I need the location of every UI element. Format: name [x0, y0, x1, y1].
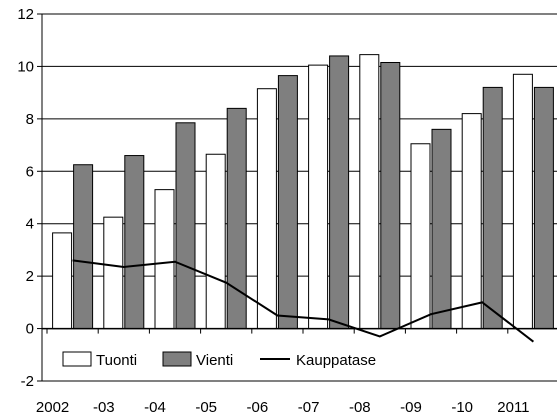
- bar-tuonti-0: [52, 232, 73, 330]
- axes: [37, 13, 557, 382]
- x-tick-label: -10: [451, 399, 473, 416]
- bar-vienti-3: [226, 107, 247, 330]
- y-tick-label: 8: [26, 111, 34, 128]
- bar-vienti-9: [533, 86, 554, 330]
- bar-vienti-5: [329, 55, 350, 330]
- bar-tuonti-5: [308, 64, 329, 330]
- legend: Tuonti Vienti Kauppatase: [62, 351, 376, 369]
- x-tick-label: 2002: [36, 399, 69, 416]
- bar-vienti-7: [431, 128, 452, 330]
- x-tick-label: -03: [93, 399, 115, 416]
- bar-vienti-0: [73, 164, 94, 330]
- bar-vienti-8: [482, 86, 503, 330]
- y-tick-label: 2: [26, 268, 34, 285]
- y-tick-label: 10: [17, 58, 34, 75]
- bar-tuonti-8: [461, 113, 482, 330]
- bars: [52, 54, 554, 330]
- bar-tuonti-4: [256, 88, 277, 330]
- bar-tuonti-7: [410, 143, 431, 330]
- y-tick-label: 0: [26, 321, 34, 338]
- x-tick-label: -09: [400, 399, 422, 416]
- bar-vienti-1: [124, 155, 145, 330]
- bar-vienti-2: [175, 122, 196, 330]
- y-tick-label: 4: [26, 216, 34, 233]
- bar-tuonti-9: [512, 73, 533, 330]
- x-tick-label: -07: [298, 399, 320, 416]
- x-tick-label: -05: [195, 399, 217, 416]
- legend-label-kauppatase: Kauppatase: [296, 352, 376, 369]
- x-tick-label: -08: [349, 399, 371, 416]
- bar-tuonti-6: [359, 54, 380, 330]
- bar-vienti-4: [277, 75, 298, 330]
- bar-tuonti-1: [103, 216, 124, 330]
- bar-tuonti-2: [154, 189, 175, 330]
- balance-line: [72, 259, 535, 343]
- x-tick-label: 2011: [497, 399, 529, 416]
- legend-box-vienti: [162, 351, 192, 367]
- bar-tuonti-3: [205, 153, 226, 330]
- line-kauppatase: [72, 259, 535, 343]
- x-tick-labels: 2002 -03 -04 -05 -06 -07 -08 -09 -10 2011: [36, 399, 530, 416]
- legend-label-vienti: Vienti: [196, 352, 233, 369]
- y-tick-label: 12: [17, 6, 34, 23]
- y-tick-label: -2: [21, 373, 34, 390]
- x-tick-label: -04: [144, 399, 166, 416]
- x-tick-label: -06: [247, 399, 269, 416]
- y-tick-label: 6: [26, 163, 34, 180]
- bar-vienti-6: [380, 61, 401, 330]
- legend-label-tuonti: Tuonti: [96, 352, 137, 369]
- legend-box-tuonti: [62, 351, 92, 367]
- y-tick-labels: -2 0 2 4 6 8 10 12: [17, 6, 34, 390]
